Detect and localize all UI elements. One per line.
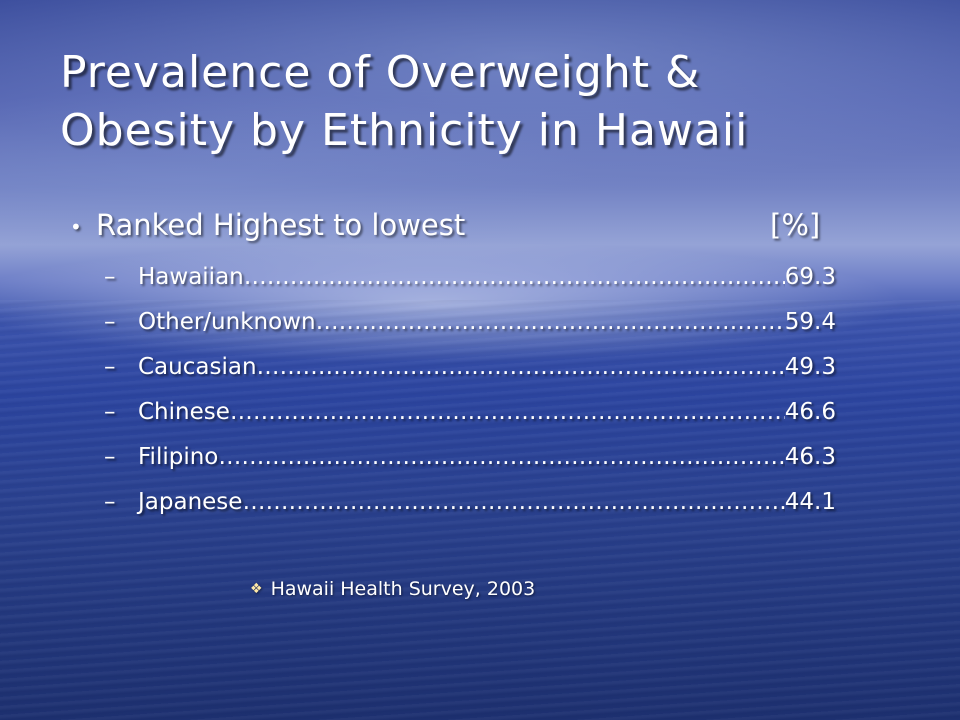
percent-value: 59.4 (784, 309, 836, 335)
list-item-row: Caucasian 49.3 (138, 352, 836, 382)
diamond-bullet-icon: ❖ (250, 581, 263, 597)
slide-content: • Ranked Highest to lowest [%] – Hawaiia… (70, 208, 870, 532)
dash-icon: – (104, 354, 116, 380)
ethnicity-label: Chinese (138, 399, 230, 425)
ethnicity-list: – Hawaiian 69.3 – Other/unknown 59.4 – C… (70, 262, 870, 532)
list-item-row: Hawaiian 69.3 (138, 262, 836, 292)
list-item: – Other/unknown 59.4 (70, 307, 870, 352)
ethnicity-label: Hawaiian (138, 264, 244, 290)
list-item: – Chinese 46.6 (70, 397, 870, 442)
dash-icon: – (104, 399, 116, 425)
dash-icon: – (104, 489, 116, 515)
leader-dots (316, 307, 785, 337)
bullet-heading: • Ranked Highest to lowest [%] (70, 208, 870, 252)
slide-title: Prevalence of Overweight & Obesity by Et… (60, 44, 920, 160)
list-item-row: Filipino 46.3 (138, 442, 836, 472)
source-citation: ❖ Hawaii Health Survey, 2003 (250, 578, 535, 600)
leader-dots (244, 262, 785, 292)
list-item: – Hawaiian 69.3 (70, 262, 870, 307)
leader-dots (257, 352, 785, 382)
dash-icon: – (104, 444, 116, 470)
ethnicity-label: Japanese (138, 489, 243, 515)
list-item: – Filipino 46.3 (70, 442, 870, 487)
percent-value: 49.3 (784, 354, 836, 380)
percent-value: 46.3 (784, 444, 836, 470)
title-line-1: Prevalence of Overweight & (60, 47, 701, 98)
list-item: – Japanese 44.1 (70, 487, 870, 532)
source-text: Hawaii Health Survey, 2003 (270, 578, 536, 600)
dash-icon: – (104, 309, 116, 335)
ethnicity-label: Filipino (138, 444, 219, 470)
leader-dots (230, 397, 785, 427)
percent-value: 44.1 (784, 489, 836, 515)
dash-icon: – (104, 264, 116, 290)
leader-dots (242, 487, 784, 517)
unit-label: [%] (770, 208, 821, 242)
list-item-row: Other/unknown 59.4 (138, 307, 836, 337)
ethnicity-label: Other/unknown (138, 309, 316, 335)
title-line-2: Obesity by Ethnicity in Hawaii (60, 105, 749, 156)
list-item-row: Chinese 46.6 (138, 397, 836, 427)
percent-value: 46.6 (784, 399, 836, 425)
ethnicity-label: Caucasian (138, 354, 257, 380)
round-bullet-icon: • (70, 215, 82, 239)
leader-dots (218, 442, 784, 472)
list-item-row: Japanese 44.1 (138, 487, 836, 517)
bullet-heading-text: Ranked Highest to lowest (96, 208, 466, 242)
percent-value: 69.3 (784, 264, 836, 290)
list-item: – Caucasian 49.3 (70, 352, 870, 397)
